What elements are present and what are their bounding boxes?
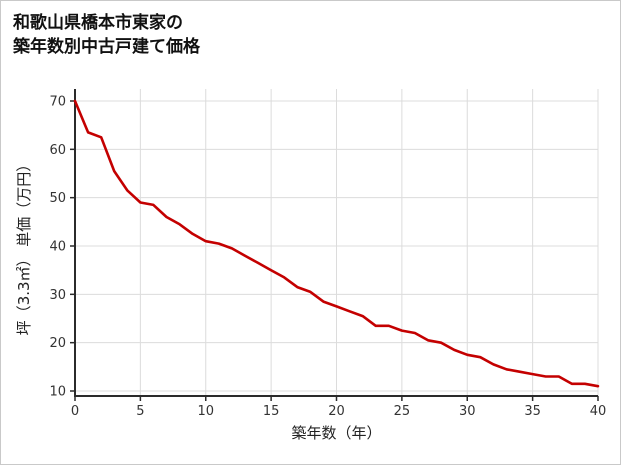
chart-title: 和歌山県橋本市東家の 築年数別中古戸建て価格 <box>13 11 200 59</box>
y-tick-label: 40 <box>49 240 66 255</box>
x-axis-label: 築年数（年） <box>291 424 381 442</box>
x-tick-label: 10 <box>197 404 214 419</box>
x-tick-label: 25 <box>394 404 411 419</box>
y-tick-label: 70 <box>49 95 66 110</box>
chart-title-line2: 築年数別中古戸建て価格 <box>13 37 200 57</box>
y-tick-label: 30 <box>49 288 66 303</box>
x-tick-label: 40 <box>590 404 607 419</box>
y-tick-label: 20 <box>49 336 66 351</box>
x-tick-label: 35 <box>524 404 541 419</box>
x-tick-label: 0 <box>71 404 79 419</box>
y-tick-label: 10 <box>49 385 66 400</box>
x-tick-label: 30 <box>459 404 476 419</box>
x-tick-label: 15 <box>263 404 280 419</box>
chart-title-line1: 和歌山県橋本市東家の <box>13 13 183 33</box>
x-tick-label: 20 <box>328 404 345 419</box>
y-tick-label: 60 <box>49 143 66 158</box>
price-line-series <box>73 99 600 388</box>
y-tick-label: 50 <box>49 191 66 206</box>
x-tick-label: 5 <box>136 404 144 419</box>
y-axis-label: 坪（3.3㎡） 単価（万円） <box>15 157 33 336</box>
